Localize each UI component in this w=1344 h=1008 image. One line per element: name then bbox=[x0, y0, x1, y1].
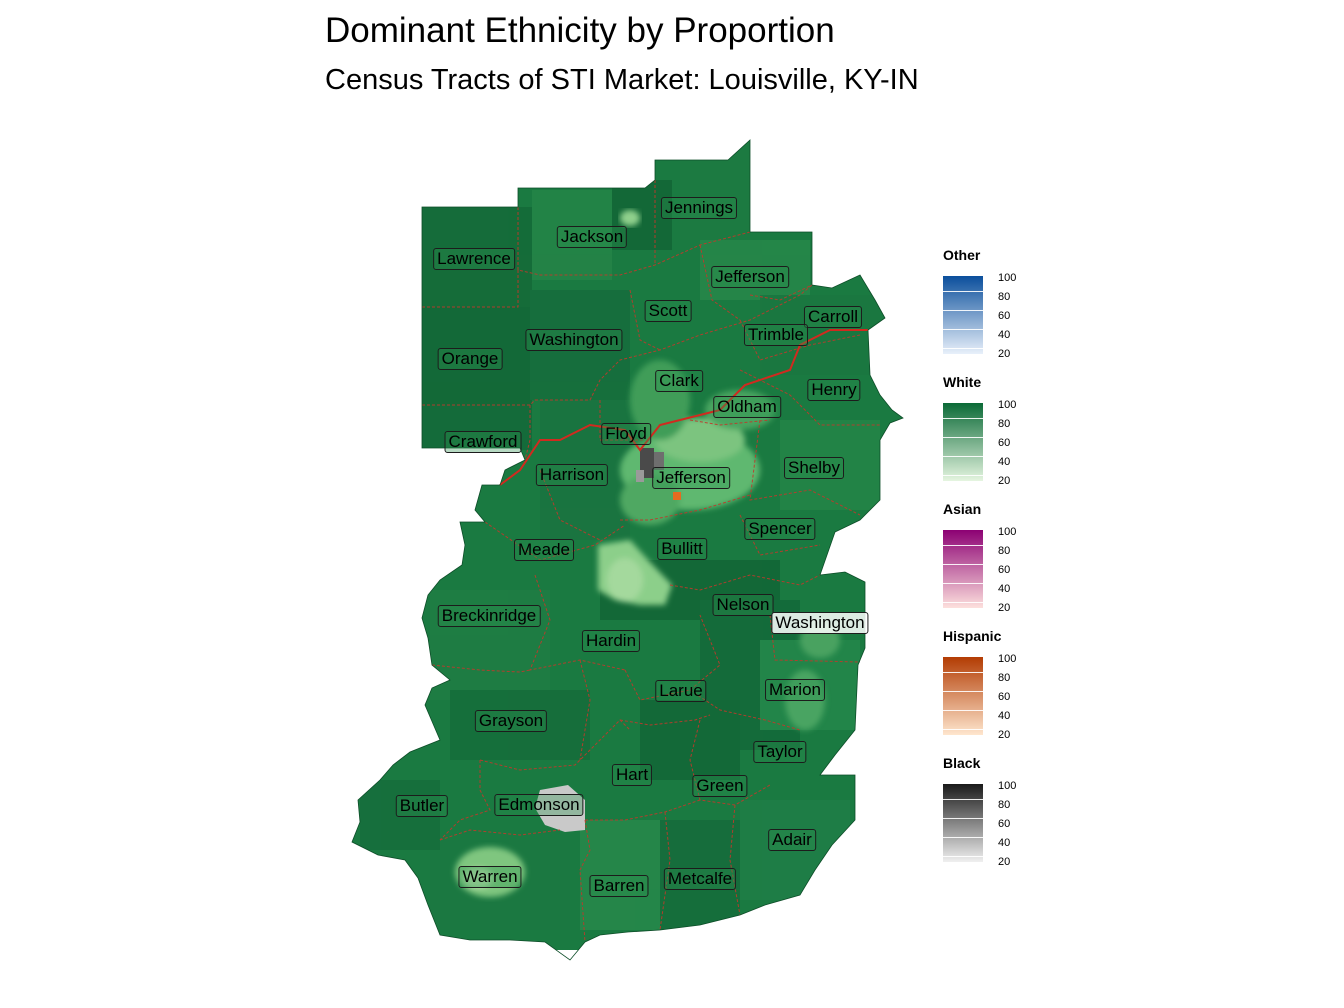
legend-tick: 60 bbox=[998, 564, 1011, 576]
county-label: Floyd bbox=[601, 423, 651, 445]
county-label: Orange bbox=[437, 348, 503, 370]
legend-tick: 80 bbox=[998, 291, 1011, 303]
legend-tick: 100 bbox=[998, 780, 1017, 792]
legend-color-bar bbox=[943, 784, 983, 862]
county-label: Spencer bbox=[744, 518, 816, 540]
county-label: Taylor bbox=[753, 741, 807, 763]
legend-tick: 20 bbox=[998, 602, 1011, 614]
county-label: Barren bbox=[589, 875, 649, 897]
county-label: Washington bbox=[771, 612, 869, 634]
county-label: Bullitt bbox=[657, 538, 707, 560]
legend-tick: 100 bbox=[998, 653, 1017, 665]
legend-tick: 60 bbox=[998, 310, 1011, 322]
legend-tick: 40 bbox=[998, 710, 1011, 722]
county-label: Edmonson bbox=[494, 794, 584, 816]
legend-tick: 60 bbox=[998, 818, 1011, 830]
legend-tick: 20 bbox=[998, 856, 1011, 868]
county-label: Hart bbox=[611, 764, 653, 786]
county-label: Jefferson bbox=[652, 467, 730, 489]
legend-title: Asian bbox=[943, 501, 982, 517]
county-label: Breckinridge bbox=[437, 605, 541, 627]
legend-tick: 40 bbox=[998, 583, 1011, 595]
county-label: Hardin bbox=[581, 630, 641, 652]
county-label: Meade bbox=[514, 539, 574, 561]
legend-white: White 100 80 60 40 20 bbox=[943, 373, 1063, 500]
legend-tick: 20 bbox=[998, 729, 1011, 741]
county-label: Lawrence bbox=[433, 248, 515, 270]
county-label: Jackson bbox=[556, 226, 628, 248]
legend-color-bar bbox=[943, 276, 983, 354]
legend-tick: 80 bbox=[998, 418, 1011, 430]
county-label: Butler bbox=[395, 795, 449, 817]
legend-tick: 40 bbox=[998, 837, 1011, 849]
legend-tick: 80 bbox=[998, 545, 1011, 557]
legend-tick: 40 bbox=[998, 329, 1011, 341]
county-label: Crawford bbox=[444, 431, 522, 453]
county-label: Washington bbox=[525, 329, 623, 351]
county-label: Clark bbox=[655, 370, 703, 392]
legend-tick: 100 bbox=[998, 399, 1017, 411]
county-label: Larue bbox=[655, 680, 707, 702]
county-label: Warren bbox=[458, 866, 522, 888]
legend-color-bar bbox=[943, 403, 983, 481]
legend-black: Black 100 80 60 40 20 bbox=[943, 754, 1063, 881]
legend: Other 100 80 60 40 20 White 100 80 60 40… bbox=[943, 246, 1063, 881]
county-label: Scott bbox=[644, 300, 692, 322]
county-label: Trimble bbox=[743, 324, 809, 346]
county-label: Oldham bbox=[713, 396, 781, 418]
legend-asian: Asian 100 80 60 40 20 bbox=[943, 500, 1063, 627]
legend-tick: 100 bbox=[998, 272, 1017, 284]
legend-tick: 60 bbox=[998, 437, 1011, 449]
legend-title: Other bbox=[943, 247, 981, 263]
legend-title: Hispanic bbox=[943, 628, 1002, 644]
county-label: Adair bbox=[768, 829, 816, 851]
legend-tick: 80 bbox=[998, 799, 1011, 811]
legend-tick: 20 bbox=[998, 348, 1011, 360]
legend-title: White bbox=[943, 374, 982, 390]
page-title: Dominant Ethnicity by Proportion bbox=[325, 11, 835, 50]
legend-color-bar bbox=[943, 657, 983, 735]
legend-tick: 20 bbox=[998, 475, 1011, 487]
legend-tick: 40 bbox=[998, 456, 1011, 468]
legend-hispanic: Hispanic 100 80 60 40 20 bbox=[943, 627, 1063, 754]
legend-title: Black bbox=[943, 755, 981, 771]
county-label: Grayson bbox=[474, 710, 548, 732]
legend-tick: 100 bbox=[998, 526, 1017, 538]
county-label: Green bbox=[692, 775, 748, 797]
county-label: Jennings bbox=[660, 197, 738, 219]
legend-color-bar bbox=[943, 530, 983, 608]
county-label: Marion bbox=[765, 679, 825, 701]
county-label: Shelby bbox=[784, 457, 844, 479]
legend-tick: 80 bbox=[998, 672, 1011, 684]
legend-other: Other 100 80 60 40 20 bbox=[943, 246, 1063, 373]
page-subtitle: Census Tracts of STI Market: Louisville,… bbox=[325, 64, 919, 96]
county-label: Henry bbox=[807, 379, 861, 401]
county-label: Carroll bbox=[803, 306, 863, 328]
county-label: Nelson bbox=[712, 594, 774, 616]
county-label: Jefferson bbox=[711, 266, 789, 288]
county-label: Metcalfe bbox=[663, 868, 737, 890]
county-label: Harrison bbox=[535, 464, 609, 486]
legend-tick: 60 bbox=[998, 691, 1011, 703]
